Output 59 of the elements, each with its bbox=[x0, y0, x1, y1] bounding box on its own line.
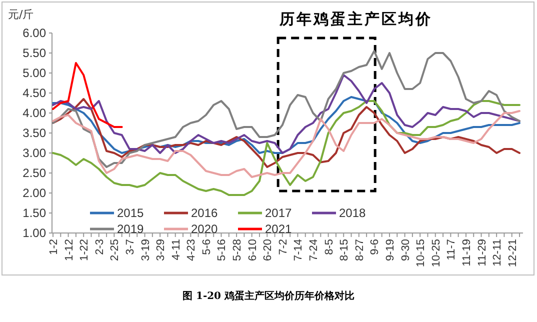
legend-label: 2015 bbox=[117, 206, 144, 220]
x-tick-label: 3-29 bbox=[155, 239, 168, 262]
legend-label: 2017 bbox=[265, 206, 292, 220]
x-tick-label: 6-10 bbox=[246, 239, 259, 262]
x-tick-label: 7-14 bbox=[292, 239, 305, 262]
x-tick-label: 11-29 bbox=[476, 239, 488, 266]
x-tick-label: 10-25 bbox=[430, 239, 442, 268]
x-tick-label: 5-6 bbox=[200, 239, 213, 255]
x-tick-label: 5-28 bbox=[232, 239, 244, 262]
x-tick-label: 9-30 bbox=[400, 239, 412, 262]
x-tick-label: 1-2 bbox=[48, 239, 60, 255]
y-tick-label: 5.00 bbox=[22, 66, 46, 80]
line-series bbox=[52, 98, 520, 168]
y-tick-label: 3.50 bbox=[22, 126, 46, 140]
x-tick-label: 12-21 bbox=[506, 239, 519, 268]
x-tick-label: 5-16 bbox=[216, 239, 228, 262]
x-tick-label: 10-15 bbox=[415, 239, 428, 268]
x-tick-label: 2-3 bbox=[94, 239, 106, 255]
x-tick-label: 1-22 bbox=[78, 239, 91, 262]
y-tick-label: 4.00 bbox=[22, 106, 46, 120]
y-tick-label: 1.00 bbox=[22, 226, 46, 240]
x-tick-label: 7-2 bbox=[277, 239, 290, 255]
x-tick-label: 3-19 bbox=[140, 239, 152, 262]
x-tick-label: 9-19 bbox=[384, 239, 396, 262]
line-series bbox=[52, 110, 520, 178]
x-tick-label: 12-11 bbox=[492, 239, 504, 266]
legend-label: 2018 bbox=[339, 206, 366, 220]
y-tick-label: 1.50 bbox=[22, 206, 46, 220]
y-tick-label: 5.50 bbox=[22, 46, 46, 60]
line-series bbox=[52, 50, 520, 168]
y-axis-title: 元/斤 bbox=[8, 8, 34, 21]
line-series bbox=[52, 74, 520, 154]
y-tick-label: 2.50 bbox=[22, 166, 46, 180]
x-tick-label: 8-15 bbox=[338, 239, 351, 262]
caption: 图 1-20 鸡蛋主产区均价历年价格对比 bbox=[182, 290, 354, 302]
x-tick-label: 7-24 bbox=[308, 239, 320, 262]
y-tick-label: 2.00 bbox=[22, 186, 46, 200]
y-tick-label: 4.50 bbox=[22, 86, 46, 100]
line-series bbox=[52, 62, 123, 128]
legend-label: 2016 bbox=[191, 206, 218, 220]
x-tick-label: 4-11 bbox=[170, 239, 182, 260]
y-tick-label: 3.00 bbox=[22, 146, 46, 160]
x-tick-label: 3-7 bbox=[124, 239, 136, 255]
x-tick-label: 9-6 bbox=[369, 239, 382, 255]
line-series bbox=[52, 96, 520, 154]
x-tick-label: 8-27 bbox=[354, 239, 366, 262]
x-tick-label: 2-25 bbox=[109, 239, 122, 262]
x-tick-label: 8-5 bbox=[323, 239, 336, 255]
legend-label: 2019 bbox=[117, 222, 144, 236]
x-tick-label: 1-12 bbox=[63, 239, 76, 262]
chart-title: 历年鸡蛋主产区均价 bbox=[278, 10, 432, 28]
x-tick-label: 6-20 bbox=[262, 239, 274, 262]
x-tick-label: 11-7 bbox=[446, 239, 458, 260]
x-tick-label: 4-23 bbox=[186, 239, 198, 262]
y-tick-label: 6.00 bbox=[22, 26, 46, 40]
legend-label: 2021 bbox=[265, 222, 292, 236]
legend-label: 2020 bbox=[191, 222, 218, 236]
line-series bbox=[52, 100, 520, 196]
x-tick-label: 11-19 bbox=[460, 239, 473, 266]
